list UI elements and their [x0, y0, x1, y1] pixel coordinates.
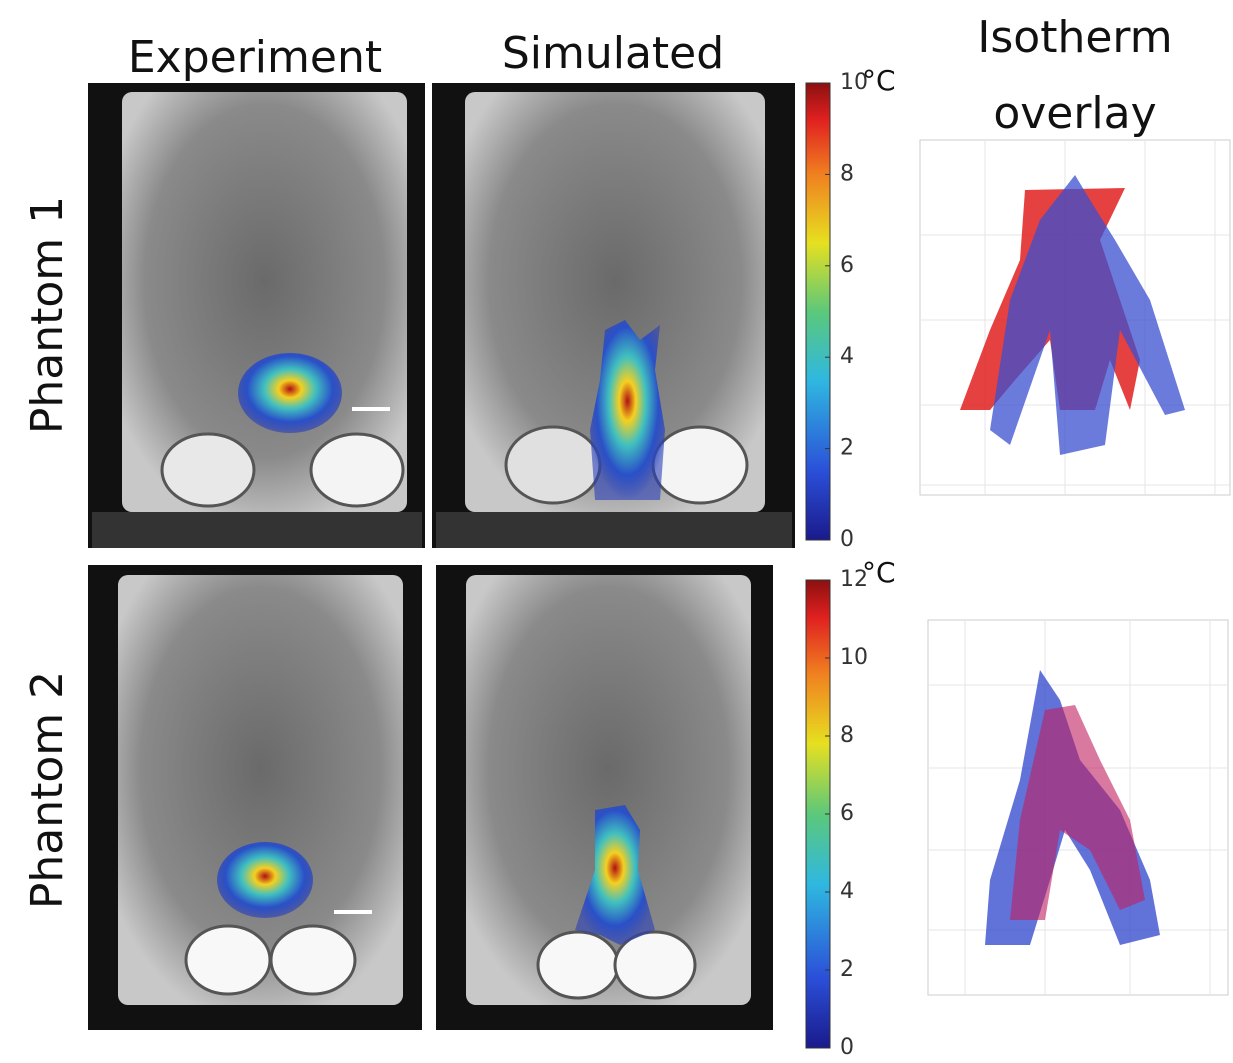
column-header: Experiment: [128, 32, 382, 83]
mri-image: [88, 565, 422, 1030]
colorbar-tick-label: 8: [840, 161, 854, 186]
colorbar-tick-label: 10: [840, 645, 868, 670]
colorbar-tick-label: 8: [840, 723, 854, 748]
column-header: Simulated: [502, 28, 724, 79]
isotherm-plot: [928, 620, 1228, 995]
colorbar-tick-label: 2: [840, 957, 854, 982]
colorbar-tick-label: 6: [840, 253, 854, 278]
colorbar-tick-label: 2: [840, 436, 854, 461]
column-header: overlay: [993, 88, 1156, 139]
colorbar-tick-label: 4: [840, 344, 854, 369]
figure: Experiment Simulated Isotherm overlay Ph…: [0, 0, 1233, 1063]
colorbar-tick-label: 10: [840, 70, 868, 95]
mri-image: [436, 565, 773, 1030]
isotherm-plot: [920, 140, 1230, 495]
row-label: Phantom 1: [22, 196, 73, 434]
colorbar: [806, 83, 830, 540]
colorbar-tick-label: 0: [840, 527, 854, 552]
colorbar-tick-label: 0: [840, 1035, 854, 1060]
colorbar-tick-label: 6: [840, 801, 854, 826]
colorbar-tick-label: 4: [840, 879, 854, 904]
mri-image: [88, 83, 425, 548]
mri-image: [432, 83, 795, 548]
column-header: Isotherm: [977, 12, 1172, 63]
row-label: Phantom 2: [22, 671, 73, 909]
colorbar-tick-label: 12: [840, 567, 868, 592]
